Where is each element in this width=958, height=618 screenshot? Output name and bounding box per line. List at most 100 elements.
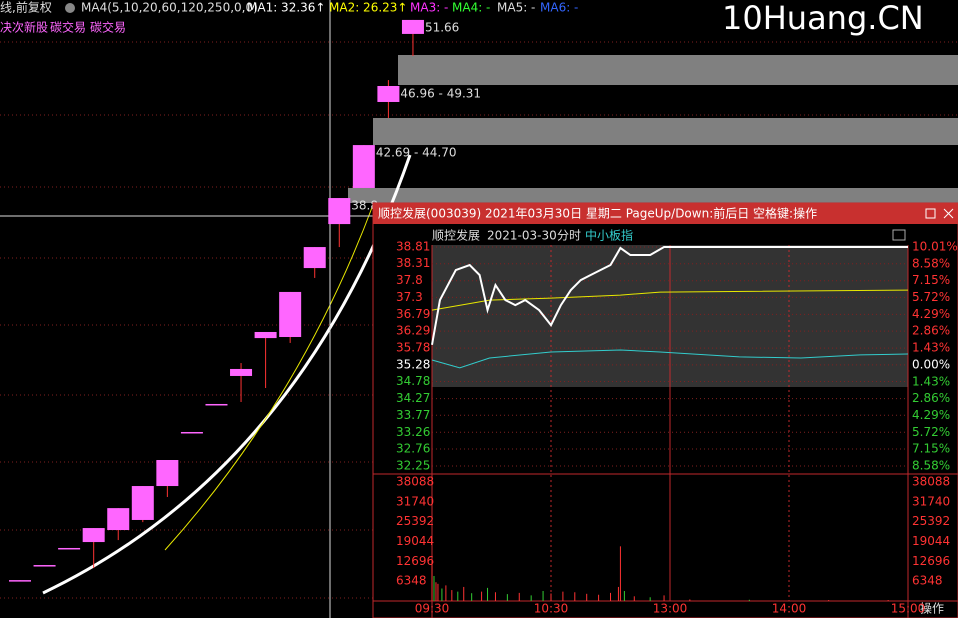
ma-value: MA2: 26.23↑ <box>329 1 407 15</box>
pct-tick: 4.29% <box>912 408 950 422</box>
toggle[interactable] <box>892 229 906 241</box>
price-label: 42.69 - 44.70 <box>376 146 457 160</box>
candle-body <box>205 403 228 406</box>
popup-title: 顺控发展(003039) 2021年03月30日 星期二 PageUp/Down… <box>378 206 817 221</box>
candle-body <box>230 368 253 376</box>
tag[interactable]: 决次新股 <box>0 20 48 35</box>
pct-tick: 7.15% <box>912 273 950 287</box>
intraday: 38.81 38.31 37.8 37.3 36.79 36.29 35.78 35.28 34… <box>396 240 958 616</box>
ma-set: MA4(5,10,20,60,120,250,0,0) <box>81 1 258 15</box>
ma-value: MA1: 32.36↑ <box>247 1 325 15</box>
candle-body <box>107 508 130 531</box>
price-tick: 35.28 <box>396 357 430 371</box>
date: 2021-03-30 <box>487 229 557 243</box>
vol-tick: 38088 <box>912 475 950 489</box>
price-tick: 37.3 <box>396 290 423 304</box>
vol-tick: 6348 <box>912 574 943 588</box>
settings-icon[interactable] <box>65 3 75 13</box>
time-tick: 10:30 <box>534 602 569 616</box>
candle-body <box>58 547 81 550</box>
price-tick: 38.31 <box>396 256 430 270</box>
price-label: 38.8 <box>351 199 378 213</box>
price-tick: 35.78 <box>396 341 430 355</box>
price-tick: 38.81 <box>396 240 430 254</box>
tag[interactable]: 碳交易 <box>90 20 126 35</box>
candle-body <box>131 486 154 520</box>
pct-tick: 5.72% <box>912 425 950 439</box>
price-tick: 32.76 <box>396 441 430 455</box>
index-line <box>431 349 909 369</box>
pct-tick: 1.43% <box>912 341 950 355</box>
pct-tick: 7.15% <box>912 442 950 456</box>
index-name[interactable]: 中小板指 <box>585 228 633 243</box>
pct-tick: 8.58% <box>912 256 950 270</box>
price-tick: 34.78 <box>396 374 430 388</box>
vol-tick: 19044 <box>912 534 950 548</box>
time-tick: 09:30 <box>415 602 450 616</box>
vol-tick: 25392 <box>396 514 434 528</box>
ma-value: MA5: - <box>497 1 535 15</box>
ma-values: MA1: 32.36↑ MA2: 26.23↑ MA3: - MA4: - MA5: -… <box>0 1 578 35</box>
gap-zones <box>348 55 958 203</box>
vol-tick: 12696 <box>912 554 950 568</box>
candle-body <box>254 331 277 339</box>
time-tick: 15:00 <box>891 602 926 616</box>
price-tick: 37.8 <box>396 273 423 287</box>
candle-body <box>328 198 351 225</box>
ma-value: MA6: - <box>540 1 578 15</box>
pct-tick: 10.01% <box>912 240 958 254</box>
candle-body <box>279 291 302 338</box>
price-tick: 34.27 <box>396 391 430 405</box>
trend-curve <box>42 154 412 595</box>
vol-tick: 38088 <box>396 475 434 489</box>
price-label: 51.66 <box>425 20 459 34</box>
price-tick: 32.25 <box>396 459 430 473</box>
pct-tick: 5.72% <box>912 290 950 304</box>
tag[interactable]: 碳交易 <box>50 20 86 35</box>
candle-body <box>82 528 105 543</box>
pct-tick: 2.86% <box>912 391 950 405</box>
vol-tick: 31740 <box>396 494 434 508</box>
vol-tick: 31740 <box>912 494 950 508</box>
candle-body <box>180 431 203 434</box>
pct-tick: 0.00% <box>912 357 950 371</box>
price-tick: 33.26 <box>396 425 430 439</box>
price-label: 46.96 - 49.31 <box>400 87 481 101</box>
pct-tick: 2.86% <box>912 324 950 338</box>
candle-body <box>352 145 375 188</box>
maximize[interactable] <box>925 208 936 219</box>
price-tick: 36.79 <box>396 307 430 321</box>
candle-body <box>303 247 326 269</box>
price-tick: 36.29 <box>396 324 430 338</box>
pct-tick: 4.29% <box>912 307 950 321</box>
close[interactable] <box>943 208 954 219</box>
candle-body <box>377 86 400 102</box>
ma-curve <box>164 204 374 551</box>
vol-tick: 12696 <box>396 554 434 568</box>
popup: 顺控发展(003039) 2021年03月30日 星期二 PageUp/Down… <box>372 202 958 618</box>
candle-body <box>33 565 56 567</box>
mode: 分时 <box>557 229 581 243</box>
pct-tick: 8.58% <box>912 459 950 473</box>
period: 线,前复权 <box>0 0 52 15</box>
candle-body <box>9 580 31 582</box>
pct-tick: 1.43% <box>912 374 950 388</box>
watermark: 10Huang.CN <box>722 0 924 37</box>
price-tick: 33.77 <box>396 408 430 422</box>
candle-body <box>156 459 179 487</box>
time-tick: 13:00 <box>653 602 688 616</box>
vol-tick: 25392 <box>912 514 950 528</box>
footer[interactable]: 操作 <box>920 601 944 616</box>
ma-value: MA3: - <box>410 1 448 15</box>
vol-tick: 19044 <box>396 534 434 548</box>
candle-body <box>401 19 424 34</box>
price-line <box>431 246 908 345</box>
vol-tick: 6348 <box>396 574 427 588</box>
ma-value: MA4: - <box>452 1 490 15</box>
time-tick: 14:00 <box>772 602 807 616</box>
candles: 38.8 42.69 - 44.70 46.96 - 49.31 51.66 <box>9 19 481 582</box>
stock-name: 顺控发展 <box>432 228 480 243</box>
average-line <box>431 289 909 311</box>
